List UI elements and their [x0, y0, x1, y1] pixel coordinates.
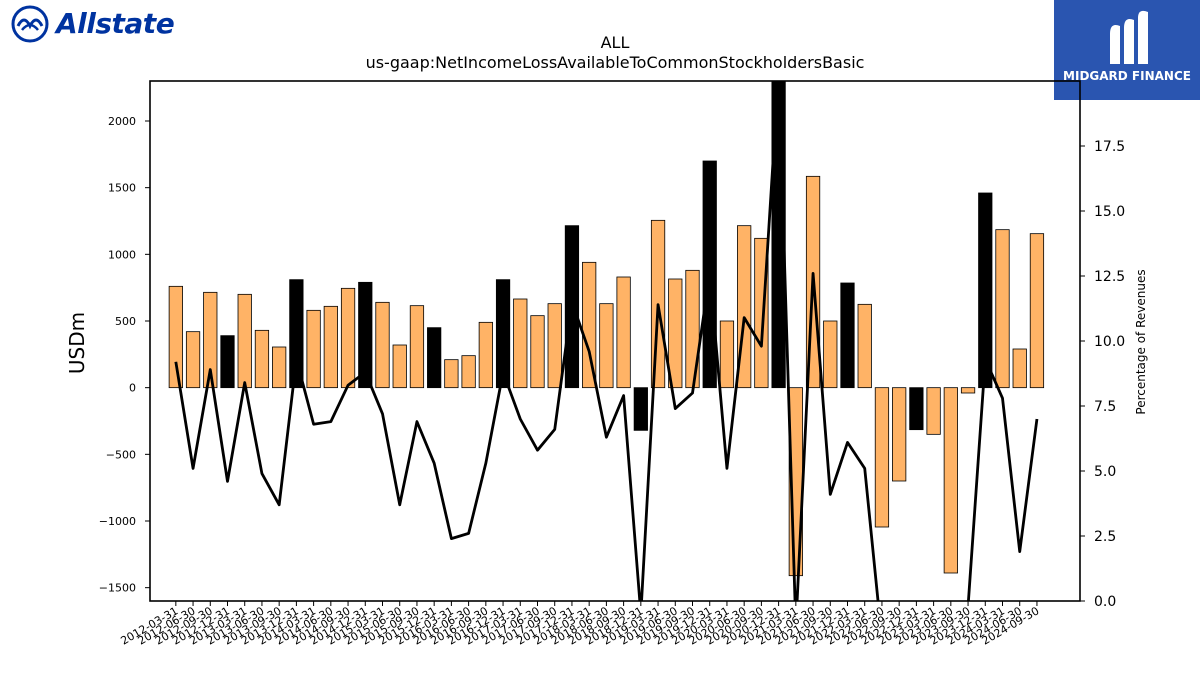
y-tick-label: 500: [115, 315, 136, 328]
y2-tick-label: 17.5: [1094, 139, 1125, 155]
bar-2016-09-30: [478, 321, 493, 389]
midgard-finance-logo: MIDGARD FINANCE: [1054, 0, 1200, 100]
y2-tick-label: 12.5: [1094, 269, 1125, 285]
bar-2018-09-30: [616, 276, 631, 389]
bar-2013-09-30: [272, 346, 287, 389]
bar-2016-06-30: [461, 355, 476, 389]
bar-2012-12-31: [220, 335, 235, 389]
bar-2022-03-31: [857, 303, 872, 389]
bar-2014-09-30: [340, 287, 356, 389]
bar-2015-03-31: [375, 301, 390, 389]
bar-2017-03-31: [513, 298, 528, 389]
bar-2024-03-31: [995, 229, 1010, 389]
y-tick-label: 0: [129, 382, 136, 395]
bar-2022-09-30: [892, 387, 907, 482]
y-tick-label: 1000: [108, 248, 136, 261]
bar-2019-06-30: [668, 278, 683, 389]
y2-axis-label: Percentage of Revenues: [1134, 269, 1148, 414]
y2-tick-label: 2.5: [1094, 529, 1116, 545]
bar-2016-12-31: [495, 279, 511, 389]
bar-2015-09-30: [409, 305, 425, 389]
bar-2018-12-31: [633, 387, 648, 431]
bar-2012-06-30: [185, 331, 201, 389]
y-tick-label: 2000: [108, 115, 136, 128]
bar-2014-12-31: [358, 281, 373, 389]
axes-layer: −1500 −1000 −500 0 500 1000 1500 2000 0.0 2.5 5.0 7…: [99, 80, 1125, 648]
y-tick-label: 1500: [108, 182, 136, 195]
allstate-logo: Allstate: [4, 4, 184, 44]
allstate-hands-icon: [11, 5, 49, 43]
allstate-logo-text: Allstate: [56, 7, 175, 40]
bar-2021-09-30: [823, 320, 838, 389]
midgard-logo-text: MIDGARD FINANCE: [1063, 69, 1191, 83]
bar-2024-06-30: [1012, 348, 1027, 389]
bar-2022-06-30: [874, 387, 890, 528]
y2-tick-label: 7.5: [1094, 399, 1116, 415]
bar-2021-12-31: [840, 282, 855, 389]
y2-tick-label: 5.0: [1094, 464, 1116, 480]
bar-2023-12-31: [978, 192, 993, 389]
y2-tick-label: 10.0: [1094, 334, 1125, 350]
bar-2013-06-30: [254, 329, 270, 389]
y-tick-label: −500: [106, 448, 136, 461]
bar-2020-03-31: [719, 320, 735, 389]
bar-2016-03-31: [444, 359, 459, 389]
bar-2013-12-31: [289, 279, 304, 389]
bar-2023-09-30: [960, 387, 976, 394]
bar-2013-03-31: [237, 293, 252, 389]
chart-title: ALL: [601, 33, 630, 52]
line-layer: [174, 81, 1039, 601]
midgard-emblem-icon: [1110, 10, 1148, 64]
bars-layer: [168, 81, 1045, 577]
bar-2014-06-30: [323, 305, 338, 389]
bar-2012-09-30: [203, 291, 218, 389]
bar-2015-12-31: [427, 327, 442, 389]
bar-2017-09-30: [547, 303, 562, 389]
bar-2024-09-30: [1029, 233, 1045, 389]
bar-2023-06-30: [943, 387, 958, 574]
bar-2018-03-31: [582, 261, 597, 389]
bar-2015-06-30: [392, 344, 407, 389]
y2-tick-label: 15.0: [1094, 204, 1125, 220]
bar-2014-03-31: [306, 309, 321, 389]
y2-tick-label: 0.0: [1094, 594, 1116, 610]
bar-2023-03-31: [926, 387, 941, 435]
bar-2022-12-31: [909, 387, 924, 431]
bar-2017-06-30: [530, 315, 545, 389]
y-tick-label: −1000: [99, 515, 136, 528]
y-tick-label: −1500: [99, 582, 136, 595]
chart-subtitle: us-gaap:NetIncomeLossAvailableToCommonSt…: [366, 53, 865, 72]
revenue-percentage-line: [174, 81, 1039, 601]
bar-2018-06-30: [599, 303, 614, 389]
bar-2012-03-31: [168, 285, 183, 389]
y-axis-label: USDm: [65, 312, 89, 374]
